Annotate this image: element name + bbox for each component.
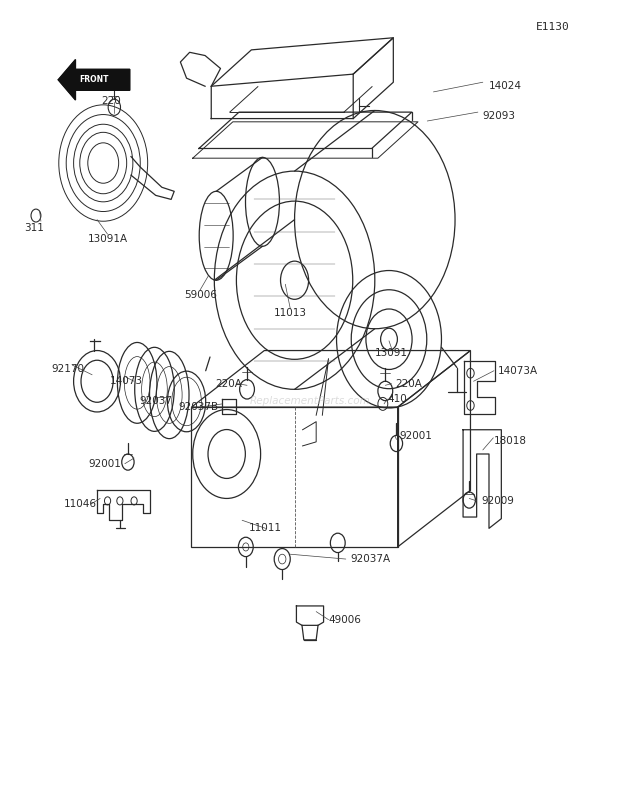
Text: ReplacementParts.com: ReplacementParts.com xyxy=(250,397,370,406)
Text: 92093: 92093 xyxy=(483,111,516,121)
Text: 220A: 220A xyxy=(215,379,242,388)
Text: 220: 220 xyxy=(102,96,121,105)
Text: 92009: 92009 xyxy=(482,496,515,506)
Text: E1130: E1130 xyxy=(536,22,569,32)
Text: 11013: 11013 xyxy=(274,308,307,319)
Text: 220A: 220A xyxy=(395,379,422,388)
Text: 14073: 14073 xyxy=(110,376,143,386)
Text: FRONT: FRONT xyxy=(79,75,108,84)
Text: 14024: 14024 xyxy=(489,81,522,92)
Text: 410: 410 xyxy=(387,394,407,404)
Text: 92037: 92037 xyxy=(140,397,172,406)
Text: 92001: 92001 xyxy=(399,431,432,441)
Text: 11046: 11046 xyxy=(64,499,97,509)
Text: 11011: 11011 xyxy=(249,523,282,534)
Text: 92001: 92001 xyxy=(89,459,122,469)
Text: 92170: 92170 xyxy=(51,364,84,374)
Text: 13091A: 13091A xyxy=(87,234,128,244)
Polygon shape xyxy=(58,59,130,100)
Text: 14073A: 14073A xyxy=(498,366,538,375)
Text: 13091: 13091 xyxy=(375,348,408,358)
Text: 92037B: 92037B xyxy=(179,402,219,412)
Text: 92037A: 92037A xyxy=(350,554,390,564)
Text: 18018: 18018 xyxy=(494,436,526,446)
Text: 59006: 59006 xyxy=(184,290,216,300)
Text: 49006: 49006 xyxy=(329,615,361,624)
Text: 311: 311 xyxy=(24,223,44,233)
